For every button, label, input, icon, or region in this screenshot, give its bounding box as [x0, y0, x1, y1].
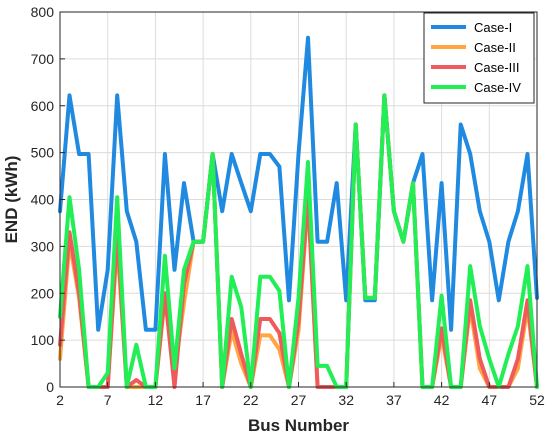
x-tick-label: 7 — [104, 392, 112, 408]
x-tick-label: 27 — [291, 392, 307, 408]
x-tick-label: 42 — [434, 392, 450, 408]
x-tick-label: 12 — [148, 392, 164, 408]
x-axis-label: Bus Number — [248, 416, 349, 435]
y-tick-label: 800 — [31, 4, 55, 20]
x-tick-labels: 2 7 12 17 22 27 32 37 42 47 52 — [56, 382, 545, 408]
y-tick-labels: 0 100 200 300 400 500 600 700 800 — [31, 4, 65, 395]
legend-entry: Case-II — [474, 40, 516, 55]
legend-entry: Case-III — [474, 60, 520, 75]
x-tick-label: 47 — [482, 392, 498, 408]
y-tick-label: 200 — [31, 285, 55, 301]
y-tick-label: 600 — [31, 98, 55, 114]
y-tick-label: 300 — [31, 238, 55, 254]
legend: Case-I Case-II Case-III Case-IV — [423, 12, 535, 104]
x-tick-label: 52 — [529, 392, 545, 408]
x-tick-label: 2 — [56, 392, 64, 408]
x-tick-label: 22 — [243, 392, 259, 408]
legend-entry: Case-I — [474, 20, 512, 35]
x-tick-label: 37 — [386, 392, 402, 408]
y-tick-label: 500 — [31, 145, 55, 161]
y-tick-label: 100 — [31, 332, 55, 348]
x-tick-label: 17 — [195, 392, 211, 408]
y-tick-label: 700 — [31, 51, 55, 67]
x-tick-label: 32 — [338, 392, 354, 408]
y-tick-label: 400 — [31, 192, 55, 208]
series-line-case-1 — [58, 35, 539, 332]
legend-entry: Case-IV — [474, 80, 521, 95]
y-axis-label: END (kWh) — [2, 156, 21, 244]
y-tick-label: 0 — [46, 379, 54, 395]
